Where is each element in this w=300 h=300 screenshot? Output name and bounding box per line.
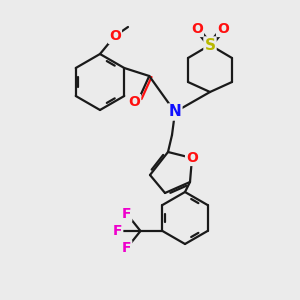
Text: N: N [169,104,182,119]
Text: O: O [217,22,229,36]
Text: O: O [109,29,121,43]
Text: F: F [122,207,131,221]
Text: S: S [205,38,215,52]
Text: O: O [186,151,198,165]
Text: O: O [191,22,203,36]
Text: F: F [113,224,122,238]
Text: O: O [128,95,140,109]
Text: F: F [122,241,131,255]
